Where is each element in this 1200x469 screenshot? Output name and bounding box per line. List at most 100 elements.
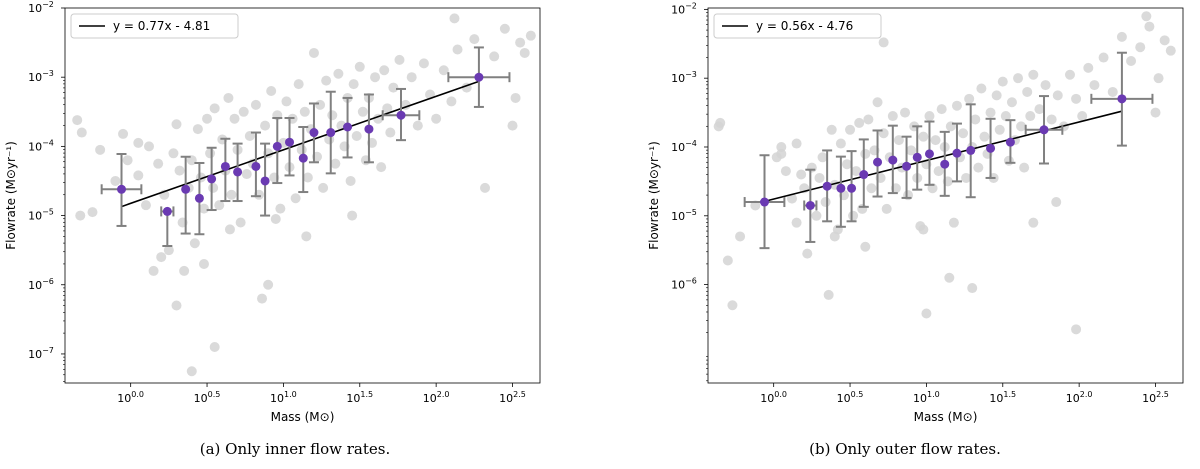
scatter-point bbox=[226, 189, 237, 200]
scatter-point bbox=[1153, 73, 1164, 84]
fit-line bbox=[121, 80, 480, 208]
scatter-point bbox=[1089, 80, 1100, 91]
scatter-point bbox=[431, 113, 442, 124]
scatter-point bbox=[308, 47, 319, 58]
scatter-point bbox=[1071, 93, 1082, 104]
scatter-point bbox=[301, 231, 312, 242]
y-tick-label: 10−2 bbox=[28, 0, 54, 15]
scatter-point bbox=[893, 135, 904, 146]
y-tick-label: 10−4 bbox=[671, 139, 697, 154]
scatter-point bbox=[480, 182, 491, 193]
scatter-point bbox=[1098, 52, 1109, 63]
scatter-point bbox=[347, 210, 358, 221]
scatter-point bbox=[525, 30, 536, 41]
scatter-point bbox=[881, 203, 892, 214]
scatter-point bbox=[333, 68, 344, 79]
y-axis-label: Flowrate (M⊙yr⁻¹) bbox=[647, 141, 661, 250]
scatter-point bbox=[921, 308, 932, 319]
scatter-point bbox=[857, 203, 868, 214]
scatter-point bbox=[1064, 69, 1075, 80]
scatter-point bbox=[385, 127, 396, 138]
scatter-point bbox=[76, 127, 87, 138]
scatter-point bbox=[469, 34, 480, 45]
scatter-point bbox=[140, 200, 151, 211]
scatter-point bbox=[205, 148, 216, 159]
scatter-point bbox=[229, 113, 240, 124]
legend: y = 0.56x - 4.76 bbox=[713, 13, 882, 39]
legend-box bbox=[713, 13, 882, 39]
scatter-point bbox=[976, 83, 987, 94]
scatter-point bbox=[1006, 97, 1017, 108]
legend-box bbox=[70, 13, 239, 39]
scatter-point bbox=[330, 158, 341, 169]
x-tick-label: 100.0 bbox=[760, 390, 787, 405]
scatter-point bbox=[179, 265, 190, 276]
scatter-point bbox=[133, 137, 144, 148]
binned-point bbox=[162, 206, 172, 216]
binned-point bbox=[966, 145, 976, 155]
scatter-point bbox=[1025, 111, 1036, 122]
y-tick-label: 10−3 bbox=[28, 69, 54, 84]
scatter-point bbox=[379, 65, 390, 76]
scatter-point bbox=[973, 162, 984, 173]
scatter-point bbox=[1159, 35, 1170, 46]
scatter-point bbox=[208, 182, 219, 193]
scatter-point bbox=[1165, 45, 1176, 56]
scatter-point bbox=[964, 93, 975, 104]
scatter-point bbox=[1046, 114, 1057, 125]
scatter-point bbox=[997, 76, 1008, 87]
scatter-point bbox=[930, 135, 941, 146]
scatter-point bbox=[95, 144, 106, 155]
scatter-point bbox=[1022, 86, 1033, 97]
scatter-point bbox=[948, 217, 959, 228]
scatter-point bbox=[118, 128, 129, 139]
scatter-point bbox=[776, 148, 787, 159]
binned-point bbox=[474, 72, 484, 82]
scatter-point bbox=[174, 165, 185, 176]
binned-point bbox=[260, 176, 270, 186]
scatter-point bbox=[1019, 162, 1030, 173]
binned-point bbox=[326, 128, 336, 138]
scatter-point bbox=[382, 103, 393, 114]
panel-b: 100.0 100.5 101.0 101.5 102.0 102.5 10−6 10−5 10… bbox=[647, 1, 1184, 424]
scatter-point bbox=[168, 148, 179, 159]
scatter-point bbox=[214, 200, 225, 211]
scatter-point bbox=[418, 58, 429, 69]
y-tick-label: 10−7 bbox=[28, 346, 54, 361]
binned-point bbox=[194, 193, 204, 203]
scatter-point bbox=[489, 51, 500, 62]
scatter-point bbox=[370, 72, 381, 83]
scatter-point bbox=[209, 103, 220, 114]
scatter-point bbox=[860, 241, 871, 252]
scatter-point bbox=[806, 162, 817, 173]
scatter-point bbox=[299, 106, 310, 117]
scatter-point bbox=[293, 79, 304, 90]
binned-point bbox=[207, 174, 217, 184]
scatter-point bbox=[281, 96, 292, 107]
scatter-point bbox=[802, 248, 813, 259]
binned-point bbox=[986, 143, 996, 153]
scatter-point bbox=[394, 54, 405, 65]
binned-point bbox=[272, 141, 282, 151]
scatter-point bbox=[1040, 80, 1051, 91]
y-tick-label: 10−6 bbox=[671, 277, 697, 292]
scatter-point bbox=[826, 124, 837, 135]
x-tick-label: 101.5 bbox=[346, 390, 373, 405]
scatter-point bbox=[302, 172, 313, 183]
scatter-point bbox=[933, 166, 944, 177]
caption-b: (b) Only outer flow rates. bbox=[809, 440, 1001, 458]
binned-point bbox=[309, 128, 319, 138]
scatter-point bbox=[776, 141, 787, 152]
x-tick-label: 102.5 bbox=[499, 390, 526, 405]
scatter-point bbox=[924, 111, 935, 122]
binned-point bbox=[117, 184, 127, 194]
scatter-point bbox=[250, 99, 261, 110]
binned-point bbox=[298, 153, 308, 163]
scatter-point bbox=[1034, 104, 1045, 115]
scatter-point bbox=[510, 92, 521, 103]
binned-series bbox=[743, 51, 1154, 250]
scatter-point bbox=[1150, 107, 1161, 118]
scatter-point bbox=[133, 170, 144, 181]
scatter-layer bbox=[72, 13, 536, 377]
scatter-point bbox=[918, 131, 929, 142]
